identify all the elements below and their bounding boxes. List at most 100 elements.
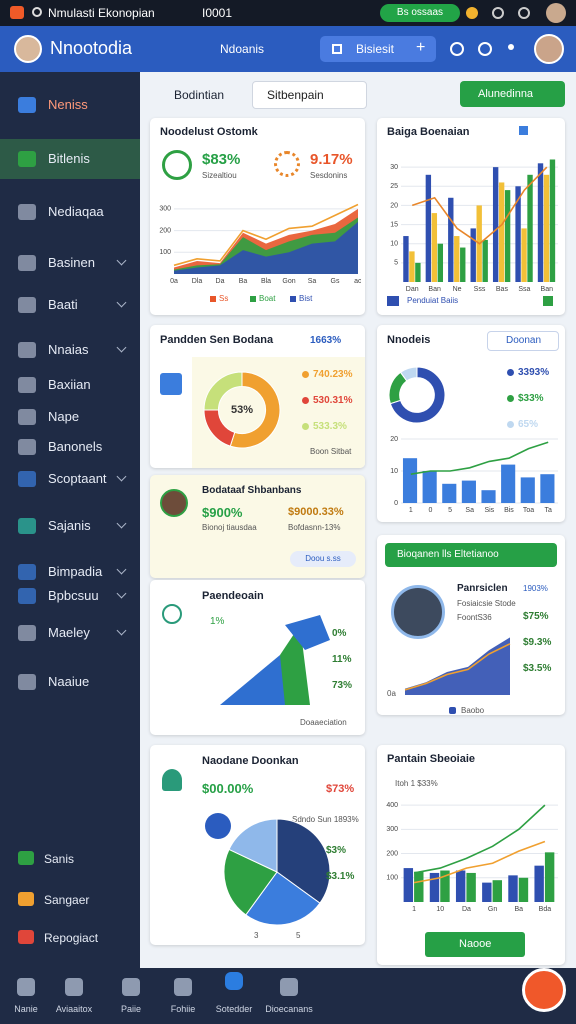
stat-caption: Sizealtiou [202,171,237,180]
legend-dot [507,395,514,402]
pie-slice [276,818,331,904]
sidebar-item[interactable]: Baati [0,285,140,325]
icon [18,471,36,487]
icon[interactable] [450,42,464,56]
sidebar-item[interactable]: Naaiue [0,662,140,702]
sidebar-item[interactable]: Sanis [0,846,140,872]
person-name: Panrsiclen [457,583,508,594]
card: Bodataaf Shbanbans $900% Bionoj tiausdaa… [150,475,365,578]
sidebar-item[interactable]: Sajanis [0,506,140,546]
select[interactable]: Doonan [487,331,559,351]
status-pill[interactable]: Bs ossaas [380,4,460,22]
shape [285,615,330,650]
sidebar-item[interactable]: Bimpadia [0,552,140,592]
sidebar: Neniss Bitlenis Nediaqaa Basinen Baati Nnaias… [0,72,140,968]
person-role: Fosiaicsie Stode [457,599,516,608]
sidebar-item[interactable]: Basinen [0,243,140,283]
card-header[interactable]: Bioqanen lls Eltetianoo [385,543,557,567]
status-bar: Nmulasti Ekonopian I0001 Bs ossaas [0,0,576,26]
icon[interactable] [508,44,514,50]
x-tick-label: Da [216,278,225,285]
nav-item[interactable]: Fohiie [157,968,209,1024]
legend-label: 0% [332,628,347,639]
y-tick-label: 200 [386,850,398,857]
x-tick-label: Bas [496,286,509,293]
tab-title[interactable]: I0001 [202,6,233,20]
sidebar-item[interactable]: Nediaqaa [0,192,140,232]
sidebar-item[interactable]: Scoptaant [0,459,140,499]
icon [205,813,231,839]
sidebar-item[interactable]: Sangaer [0,887,140,913]
bar [482,882,492,902]
bar [481,490,496,503]
legend-dot [302,371,309,378]
y-tick-label: 200 [159,227,171,234]
x-tick-label: Da [462,906,471,913]
pill[interactable]: Doou s.ss [290,551,356,567]
sidebar-item[interactable]: Maeley [0,613,140,653]
icon [518,7,530,19]
button-label: Alunedinna [478,88,534,100]
nav-label: Fohiie [170,1004,196,1014]
avatar [534,34,564,64]
sidebar-label: Bitlenis [48,151,90,166]
avatar [160,489,188,517]
sidebar-item[interactable]: Nnaias [0,330,140,370]
card: Naodane Doonkan $00.00% $73% Sdndo Sun 1… [150,745,365,945]
icon [274,151,300,177]
app-header: Nnootodia Ndoanis Bisiesit + [0,26,576,72]
nav-item[interactable]: Dioecanans [263,968,315,1024]
icon [162,150,192,180]
nav-item[interactable]: Paiie [105,968,157,1024]
primary-button[interactable]: Alunedinna [460,81,565,107]
bar [403,868,414,902]
tab-title[interactable]: Nmulasti Ekonopian [48,6,155,20]
sidebar-label: Baati [48,297,78,312]
bar [501,464,516,503]
sidebar-item[interactable]: Repogiact [0,925,140,951]
sidebar-item[interactable]: Neniss [0,85,140,125]
chevron [116,588,127,599]
sidebar-item[interactable]: Bitlenis [0,139,140,179]
icon [18,625,36,641]
bar-chart: 5 10 15 20 25 30 Dan Ban Ne Sss Bas Ssa Ban [390,159,558,293]
area [174,221,358,274]
nav-item[interactable]: Aviaaitox [48,968,100,1024]
x-tick-label: Sa [308,278,317,285]
axis-label: 5 [296,931,301,940]
card-title: Baiga Boenaian [387,126,470,138]
stat: 1903% [523,584,548,593]
icon[interactable] [478,42,492,56]
bar [544,852,555,902]
x-tick-label: Ban [541,286,554,293]
card: Bioqanen lls Eltetianoo Panrsiclen 1903%… [377,535,565,715]
stat: $900% [202,505,243,520]
sidebar-item[interactable]: Bpbcsuu [0,576,140,616]
fab[interactable] [522,968,566,1012]
x-tick-label: Ban [428,286,441,293]
sidebar-label: Nediaqaa [48,204,104,219]
bar [431,213,438,282]
icon [466,7,478,19]
icon [519,126,528,135]
nav-item[interactable]: Nanie [0,968,52,1024]
nav-item[interactable]: Sotedder [208,968,260,1024]
legend-dot [290,296,296,302]
button[interactable]: Naooe [425,932,525,957]
icon [17,978,35,996]
sidebar-item[interactable]: Banonels [0,427,140,467]
x-tick-label: 1 [412,906,416,913]
label: 1% [210,616,225,627]
x-tick-label: Bla [261,278,271,285]
area [405,637,510,695]
header-button[interactable]: Bisiesit + [320,36,436,62]
legend-label: $3.1% [326,871,355,882]
line [413,840,546,884]
stat: $00.00% [202,781,254,796]
sidebar-item[interactable]: Baxiian [0,365,140,405]
nav-link[interactable]: Ndoanis [220,42,265,56]
select-value: Sitbenpain [267,88,324,102]
sidebar-item[interactable]: Nape [0,397,140,437]
pie-slice [245,871,321,926]
select[interactable]: Sitbenpain [252,81,367,109]
